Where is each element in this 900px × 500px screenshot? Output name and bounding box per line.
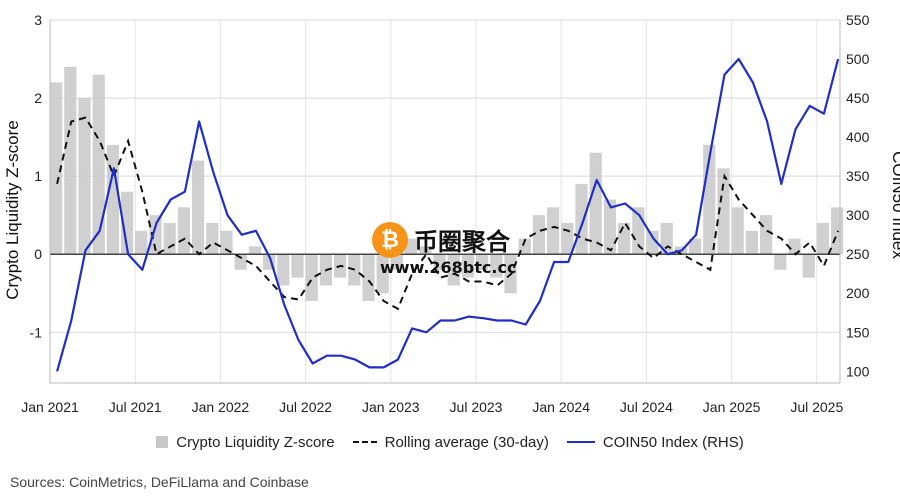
zscore-bar [206,222,219,255]
x-tick: Jul 2021 [109,399,162,415]
zscore-bar [532,215,545,255]
zscore-bar [248,246,261,255]
zscore-bar [220,230,233,255]
source-note: Sources: CoinMetrics, DeFiLlama and Coin… [10,474,309,490]
zscore-bar [788,238,801,255]
bitcoin-icon: ₿ [372,222,408,258]
zscore-bar [689,238,702,255]
y-tick-right: 450 [846,90,870,106]
zscore-bar [575,183,588,255]
x-tick: Jan 2023 [362,399,420,415]
x-tick: Jan 2021 [21,399,79,415]
axes: 3 2 1 0 -1 Jan 2021 Jul 2021 Jan 2022 Jul 2022 Ja… [21,12,869,415]
y-tick-right: 250 [846,246,870,262]
zscore-bar [760,215,773,255]
zscore-bar [149,215,162,255]
zscore-bar [816,222,829,255]
legend-item-zscore: Crypto Liquidity Z-score [156,433,335,451]
watermark: ₿ 币圈聚合 www.268btc.cc [372,218,542,280]
legend-item-rolling: Rolling average (30-day) [352,433,549,451]
zscore-bar [745,230,758,255]
series-lines [56,57,840,372]
zscore-bar [490,254,503,278]
zscore-bar [717,168,730,255]
zscore-bar [277,254,290,286]
y-tick-right: 500 [846,51,870,67]
chart: 3 2 1 0 -1 Jan 2021 Jul 2021 Jan 2022 Jul 2022 Ja… [3,12,900,415]
x-tick: Jul 2022 [279,399,332,415]
zscore-bar [177,207,190,255]
zscore-bar [64,66,77,255]
zscore-bar [461,254,474,278]
zscore-bar [405,238,418,255]
y-tick-right: 150 [846,324,870,340]
zscore-bar [135,230,148,255]
zscore-bar [390,254,403,270]
zscore-bar [192,160,205,255]
zscore-bar [234,254,247,270]
y-tick-right: 550 [846,12,870,28]
zscore-bar [561,222,574,255]
zscore-bar [476,254,489,270]
zscore-bar [305,254,318,302]
zscore-bar [447,254,460,286]
y-tick-right: 100 [846,363,870,379]
y-tick-right: 350 [846,168,870,184]
watermark-name: 币圈聚合 [414,228,510,256]
zscore-bar [802,254,815,278]
zscore-bar [419,246,432,255]
legend-label-zscore: Crypto Liquidity Z-score [176,433,335,451]
zscore-bar [362,254,375,302]
x-tick: Jul 2024 [620,399,673,415]
y-tick-left: 2 [34,90,42,106]
zscore-bar [376,254,389,294]
zscore-bar [106,144,119,255]
legend-swatch-rolling [352,441,377,443]
y-tick-right: 400 [846,129,870,145]
y-tick-left: 3 [34,12,42,28]
y-axis-title-right: COIN50 Index [889,151,900,259]
zscore-bar [547,207,560,255]
zscore-bar [646,230,659,255]
zscore-bar [603,199,616,255]
x-tick: Jul 2025 [790,399,843,415]
zscore-bar [50,82,63,255]
zscore-bar [518,238,531,255]
x-tick: Jul 2023 [450,399,503,415]
zscore-bar [731,207,744,255]
zscore-bar [78,98,91,255]
legend-swatch-coin50 [566,441,595,443]
y-axis-title-left: Crypto Liquidity Z-score [3,120,22,300]
y-tick-left: -1 [30,324,43,340]
rolling-average-line [56,116,840,311]
zscore-bar [291,254,304,278]
legend-swatch-zscore [156,436,169,448]
legend-label-coin50: COIN50 Index (RHS) [602,433,744,451]
zscore-bar [121,191,134,255]
x-tick: Jan 2025 [703,399,761,415]
y-tick-right: 300 [846,207,870,223]
x-tick: Jan 2024 [532,399,590,415]
legend: Crypto Liquidity Z-score Rolling average… [0,428,900,456]
y-tick-left: 1 [34,168,42,184]
legend-item-coin50: COIN50 Index (RHS) [566,433,744,451]
zscore-bar [589,152,602,255]
y-tick-right: 200 [846,285,870,301]
x-tick: Jan 2022 [192,399,250,415]
coin50-line [56,57,840,372]
zscore-bar [92,74,105,255]
legend-label-rolling: Rolling average (30-day) [384,433,549,451]
watermark-url: www.268btc.cc [380,258,517,277]
y-tick-left: 0 [34,246,42,262]
zscore-bar [774,254,787,270]
zscore-bar [433,254,446,270]
zscore-bar [163,222,176,255]
